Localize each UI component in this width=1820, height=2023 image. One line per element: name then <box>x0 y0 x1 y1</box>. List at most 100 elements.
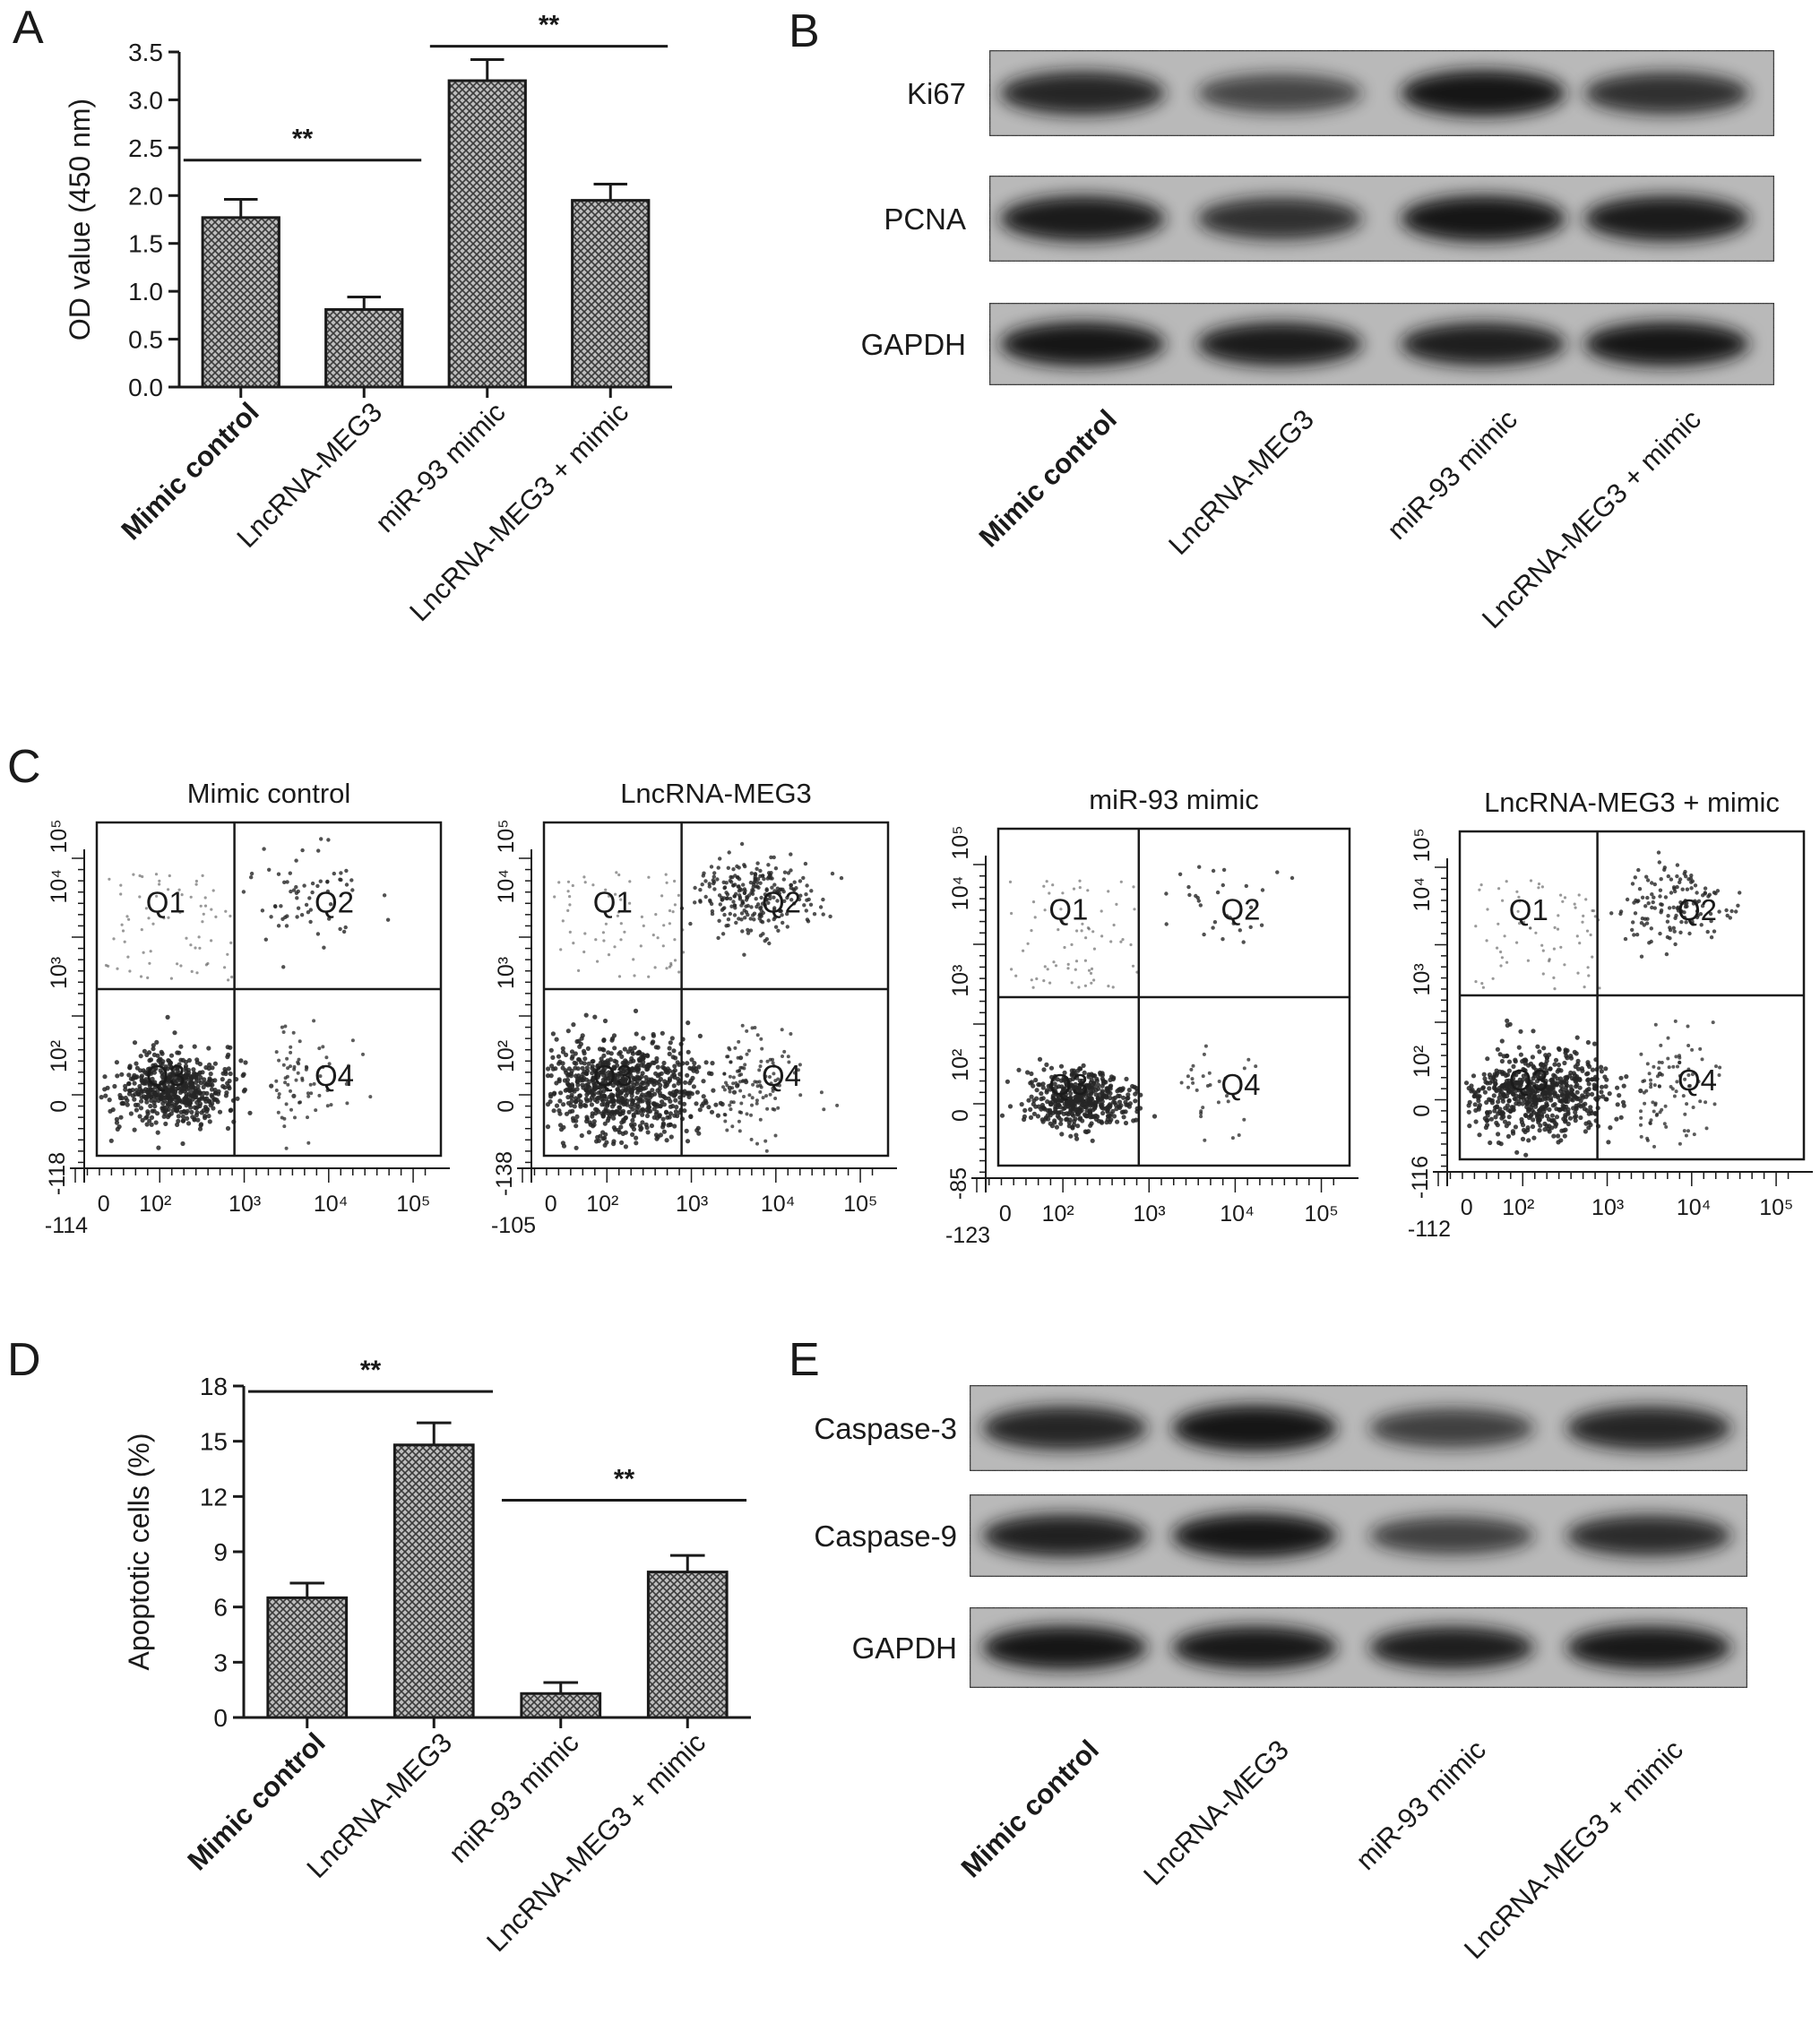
event-dot <box>1111 986 1115 989</box>
event-dot <box>700 882 704 887</box>
event-dot <box>1600 1094 1606 1099</box>
event-dot <box>706 1105 712 1110</box>
event-dot <box>1681 1094 1686 1098</box>
event-dot <box>566 880 571 883</box>
event-dot <box>1090 981 1093 985</box>
event-dot <box>574 1079 580 1084</box>
event-dot <box>722 1113 727 1116</box>
event-dot <box>1599 1089 1604 1095</box>
event-dot <box>828 914 832 919</box>
quadrant-label: Q3 <box>593 1059 633 1092</box>
event-dot <box>781 920 785 925</box>
event-dot <box>608 1080 613 1087</box>
event-dot <box>295 896 299 900</box>
event-dot <box>576 1057 582 1063</box>
event-dot <box>772 895 776 900</box>
event-dot <box>1577 893 1581 897</box>
event-dot <box>593 1111 599 1116</box>
event-dot <box>1554 1115 1560 1120</box>
event-dot <box>126 1080 132 1087</box>
event-dot <box>1692 1132 1696 1137</box>
event-dot <box>151 1091 157 1097</box>
event-dot <box>172 1030 177 1036</box>
event-dot <box>1485 1110 1490 1115</box>
event-dot <box>610 1097 616 1102</box>
event-dot <box>1105 1108 1110 1114</box>
event-dot <box>1077 1066 1083 1072</box>
event-dot <box>688 1114 694 1119</box>
event-dot <box>228 1045 233 1050</box>
event-dot <box>638 1127 643 1132</box>
event-dot <box>754 897 758 901</box>
event-dot <box>672 1123 677 1129</box>
event-dot <box>1709 935 1714 940</box>
event-dot <box>280 1115 284 1120</box>
event-dot <box>1022 1116 1027 1123</box>
event-dot <box>772 915 778 920</box>
event-dot <box>289 1089 292 1093</box>
event-dot <box>685 1139 691 1144</box>
event-dot <box>1539 1112 1544 1117</box>
event-dot <box>1065 1112 1071 1117</box>
event-dot <box>654 1059 660 1064</box>
x-tick-label: 10⁴ <box>761 1192 796 1217</box>
event-dot <box>1684 920 1688 925</box>
event-dot <box>1212 920 1218 925</box>
lane-label: miR-93 mimic <box>1381 403 1523 546</box>
event-dot <box>746 893 752 898</box>
event-dot <box>682 1089 687 1094</box>
event-dot <box>1241 940 1246 944</box>
event-dot <box>1562 1133 1567 1139</box>
event-dot <box>210 1094 215 1099</box>
event-dot <box>722 1072 727 1076</box>
event-dot <box>1590 1091 1595 1097</box>
event-dot <box>1100 1102 1105 1107</box>
event-dot <box>1574 906 1577 909</box>
event-dot <box>1194 893 1198 899</box>
event-dot <box>686 1049 691 1055</box>
event-dot <box>1685 1102 1689 1106</box>
event-dot <box>755 861 760 865</box>
event-dot <box>574 1123 579 1129</box>
event-dot <box>1729 908 1734 914</box>
event-dot <box>1489 1100 1495 1106</box>
flow-plot-title: LncRNA-MEG3 + mimic <box>1484 787 1780 818</box>
event-dot <box>601 1053 607 1058</box>
event-dot <box>119 883 123 887</box>
event-dot <box>1203 1044 1208 1048</box>
event-dot <box>1517 895 1521 899</box>
event-dot <box>1707 892 1712 897</box>
event-dot <box>1635 933 1640 937</box>
event-dot <box>574 1087 580 1092</box>
event-dot <box>1481 986 1485 989</box>
event-dot <box>1652 882 1658 887</box>
event-dot <box>1077 1084 1083 1089</box>
event-dot <box>1553 925 1557 929</box>
event-dot <box>743 1063 747 1067</box>
event-dot <box>661 1094 667 1099</box>
event-dot <box>170 1082 176 1088</box>
protein-band <box>1172 1405 1337 1451</box>
event-dot <box>1487 1086 1492 1091</box>
event-dot <box>1129 943 1133 947</box>
event-dot <box>604 1140 609 1145</box>
event-dot <box>1110 1076 1116 1082</box>
event-dot <box>755 877 761 882</box>
event-dot <box>1505 1103 1510 1108</box>
event-dot <box>1557 1076 1564 1081</box>
event-dot <box>304 1064 308 1069</box>
event-dot <box>599 1046 606 1052</box>
y-tick-label: 0.5 <box>128 326 163 354</box>
event-dot <box>1095 1082 1101 1088</box>
event-dot <box>619 1078 625 1083</box>
event-dot <box>193 1080 199 1085</box>
event-dot <box>188 1105 194 1110</box>
event-dot <box>123 1087 128 1092</box>
event-dot <box>1186 1085 1190 1089</box>
bar <box>571 199 651 389</box>
significance-label: ** <box>539 11 560 40</box>
event-dot <box>586 1061 591 1066</box>
event-dot <box>1054 1109 1059 1115</box>
event-dot <box>738 1055 744 1061</box>
event-dot <box>1552 1062 1557 1067</box>
